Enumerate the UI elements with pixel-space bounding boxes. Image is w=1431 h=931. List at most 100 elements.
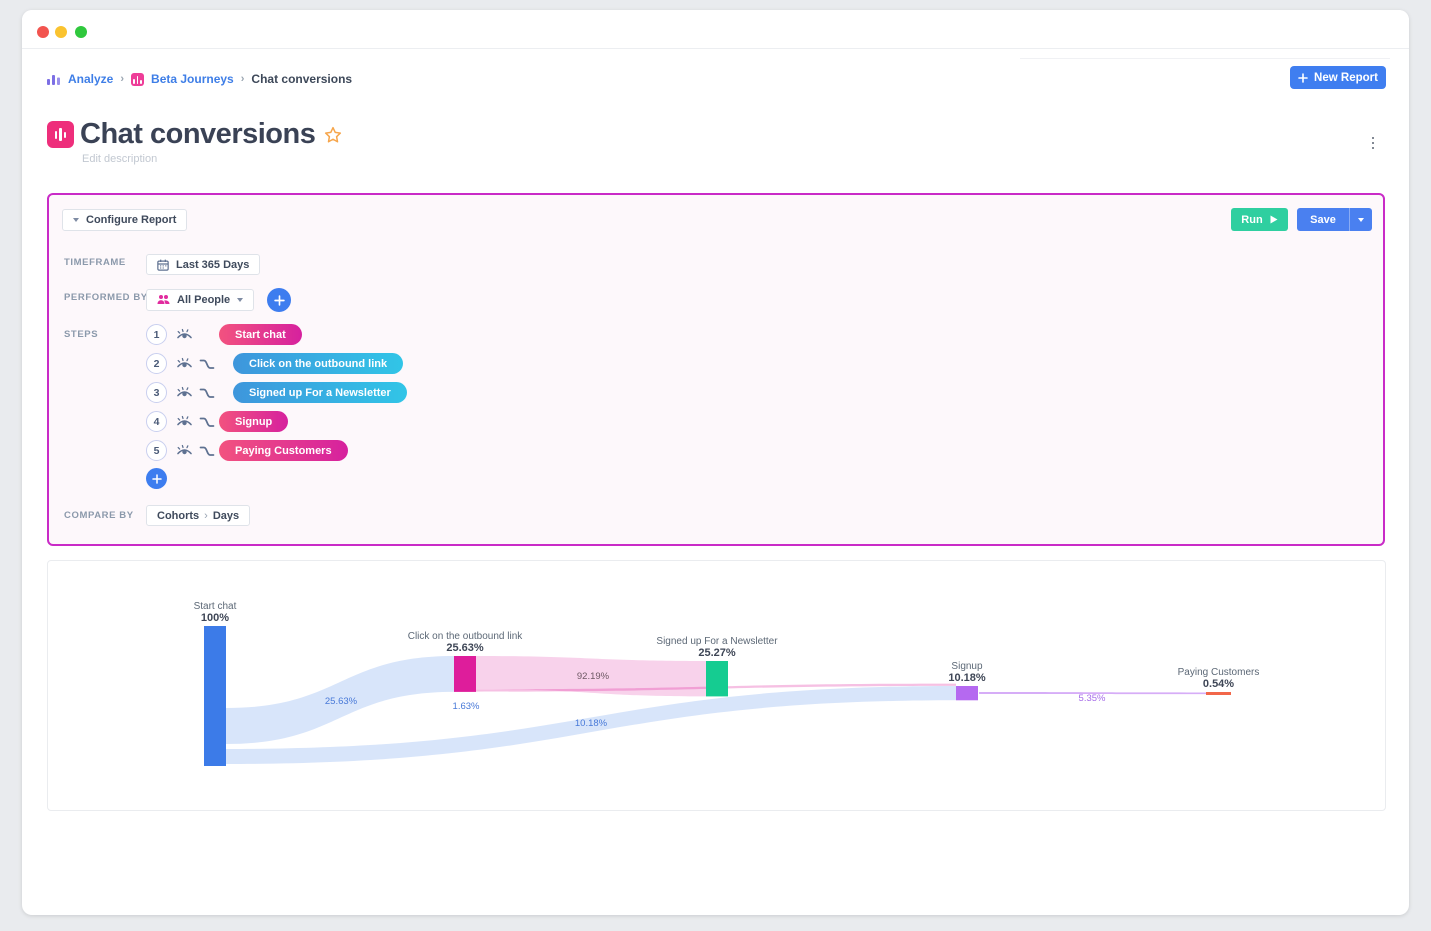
new-report-label: New Report <box>1314 71 1378 84</box>
sankey-link[interactable] <box>476 656 706 697</box>
step-pill[interactable]: Paying Customers <box>219 440 348 461</box>
add-step-button[interactable] <box>146 468 167 489</box>
step-visibility-button[interactable] <box>176 328 193 347</box>
sankey-node-bar[interactable] <box>706 661 728 697</box>
report-icon <box>47 121 74 148</box>
sankey-chart: 25.63%10.18%92.19%1.63%5.35%Start chat10… <box>194 601 1259 766</box>
step-row: 1 Start chat <box>146 324 646 345</box>
new-report-button[interactable]: New Report <box>1290 66 1386 89</box>
configure-report-label: Configure Report <box>86 214 177 226</box>
page-title: Chat conversions <box>80 118 343 151</box>
flow-step-icon <box>199 417 215 427</box>
compare-by-days: Days <box>212 509 240 522</box>
breadcrumb-beta-journeys[interactable]: Beta Journeys <box>151 72 234 86</box>
step-visibility-button[interactable] <box>176 357 193 376</box>
add-filter-button[interactable] <box>267 288 291 312</box>
visibility-eye-icon <box>177 328 192 339</box>
sankey-node-label: Signup <box>951 661 983 672</box>
sankey-link[interactable] <box>226 686 956 764</box>
sankey-node-bar[interactable] <box>1206 692 1231 695</box>
step-visibility-button[interactable] <box>176 386 193 405</box>
plus-icon <box>151 473 162 484</box>
step-row: 3 Signed up For a Newsletter <box>146 382 646 403</box>
step-number[interactable]: 2 <box>146 353 167 374</box>
breadcrumb-separator: › <box>240 73 245 85</box>
visibility-eye-icon <box>177 415 192 426</box>
sankey-node-bar[interactable] <box>454 656 476 692</box>
step-pill[interactable]: Signup <box>219 411 289 432</box>
step-flow-button[interactable] <box>199 386 215 405</box>
step-pill[interactable]: Click on the outbound link <box>233 353 404 374</box>
visibility-eye-icon <box>177 444 192 455</box>
configure-report-toggle[interactable]: Configure Report <box>62 209 188 231</box>
step-row: 2 Click on the outbound link <box>146 353 646 374</box>
sankey-node-pct: 0.54% <box>1203 678 1234 690</box>
step-flow-button[interactable] <box>199 415 215 434</box>
favorite-star-icon[interactable] <box>323 125 343 145</box>
step-pill[interactable]: Signed up For a Newsletter <box>233 382 407 403</box>
more-options-button[interactable] <box>1364 132 1382 154</box>
breadcrumb-analyze[interactable]: Analyze <box>68 72 114 86</box>
toolbar-divider <box>1020 58 1390 59</box>
sankey-link-label: 5.35% <box>1079 693 1106 704</box>
sankey-link-label: 10.18% <box>575 718 608 729</box>
chevron-down-icon <box>1358 217 1364 222</box>
sankey-node-label: Signed up For a Newsletter <box>656 636 778 647</box>
step-visibility-button[interactable] <box>176 415 193 434</box>
chevron-down-icon <box>237 298 244 302</box>
timeframe-label: TIMEFRAME <box>64 257 126 268</box>
step-number[interactable]: 5 <box>146 440 167 461</box>
step-visibility-button[interactable] <box>176 444 193 463</box>
visibility-eye-icon <box>177 357 192 368</box>
compare-by-separator: › <box>204 509 208 522</box>
timeframe-value: Last 365 Days <box>176 258 250 271</box>
step-number[interactable]: 1 <box>146 324 167 345</box>
window-minimize-button[interactable] <box>55 26 67 38</box>
window-zoom-button[interactable] <box>75 26 87 38</box>
page-title-text: Chat conversions <box>80 118 316 150</box>
steps-list: 1 Start chat 2 Click on the outbound link 3 S… <box>146 324 646 469</box>
step-row: 4 Signup <box>146 411 646 432</box>
people-icon <box>157 295 170 304</box>
save-dropdown-button[interactable] <box>1349 208 1372 231</box>
performed-by-selector[interactable]: All People <box>146 289 255 311</box>
window-close-button[interactable] <box>37 26 49 38</box>
compare-by-selector[interactable]: Cohorts › Days <box>146 505 251 526</box>
compare-by-cohorts: Cohorts <box>157 509 200 522</box>
window-titlebar <box>22 10 1409 49</box>
step-row: 5 Paying Customers <box>146 440 646 461</box>
step-number[interactable]: 4 <box>146 411 167 432</box>
edit-description[interactable]: Edit description <box>82 153 158 165</box>
sankey-link-label: 92.19% <box>577 671 610 682</box>
compare-by-label: COMPARE BY <box>64 510 134 521</box>
sankey-node-pct: 25.27% <box>698 647 736 659</box>
flow-step-icon <box>199 388 215 398</box>
run-label: Run <box>1241 213 1263 226</box>
timeframe-selector[interactable]: Last 365 Days <box>146 254 261 275</box>
funnel-chart-card: 25.63% 10.18% 92.19% 1.63% 5.35% Start chat 10… <box>47 560 1386 811</box>
sankey-node-bar[interactable] <box>956 686 978 701</box>
breadcrumb-current: Chat conversions <box>251 72 353 86</box>
calendar-icon <box>157 259 169 271</box>
sankey-node-bar[interactable] <box>204 626 226 766</box>
sankey-link-label: 25.63% <box>325 696 358 707</box>
save-button[interactable]: Save <box>1297 208 1372 231</box>
performed-by-label: PERFORMED BY <box>64 292 148 303</box>
sankey-node-pct: 25.63% <box>446 642 484 654</box>
breadcrumb-separator: › <box>120 73 125 85</box>
sankey-link[interactable] <box>226 656 454 744</box>
chevron-down-icon <box>73 218 79 222</box>
steps-label: STEPS <box>64 329 99 340</box>
flow-step-icon <box>199 446 215 456</box>
sankey-node-label: Click on the outbound link <box>408 631 524 642</box>
play-icon <box>1270 215 1278 224</box>
sankey-node-pct: 100% <box>201 612 229 624</box>
run-button[interactable]: Run <box>1231 208 1288 231</box>
step-flow-button[interactable] <box>199 357 215 376</box>
step-flow-button[interactable] <box>199 444 215 463</box>
performed-by-value: All People <box>177 294 231 306</box>
step-pill[interactable]: Start chat <box>219 324 302 345</box>
step-number[interactable]: 3 <box>146 382 167 403</box>
app-window: Analyze › Beta Journeys › Chat conversio… <box>22 10 1409 915</box>
sankey-link[interactable] <box>979 692 1206 695</box>
